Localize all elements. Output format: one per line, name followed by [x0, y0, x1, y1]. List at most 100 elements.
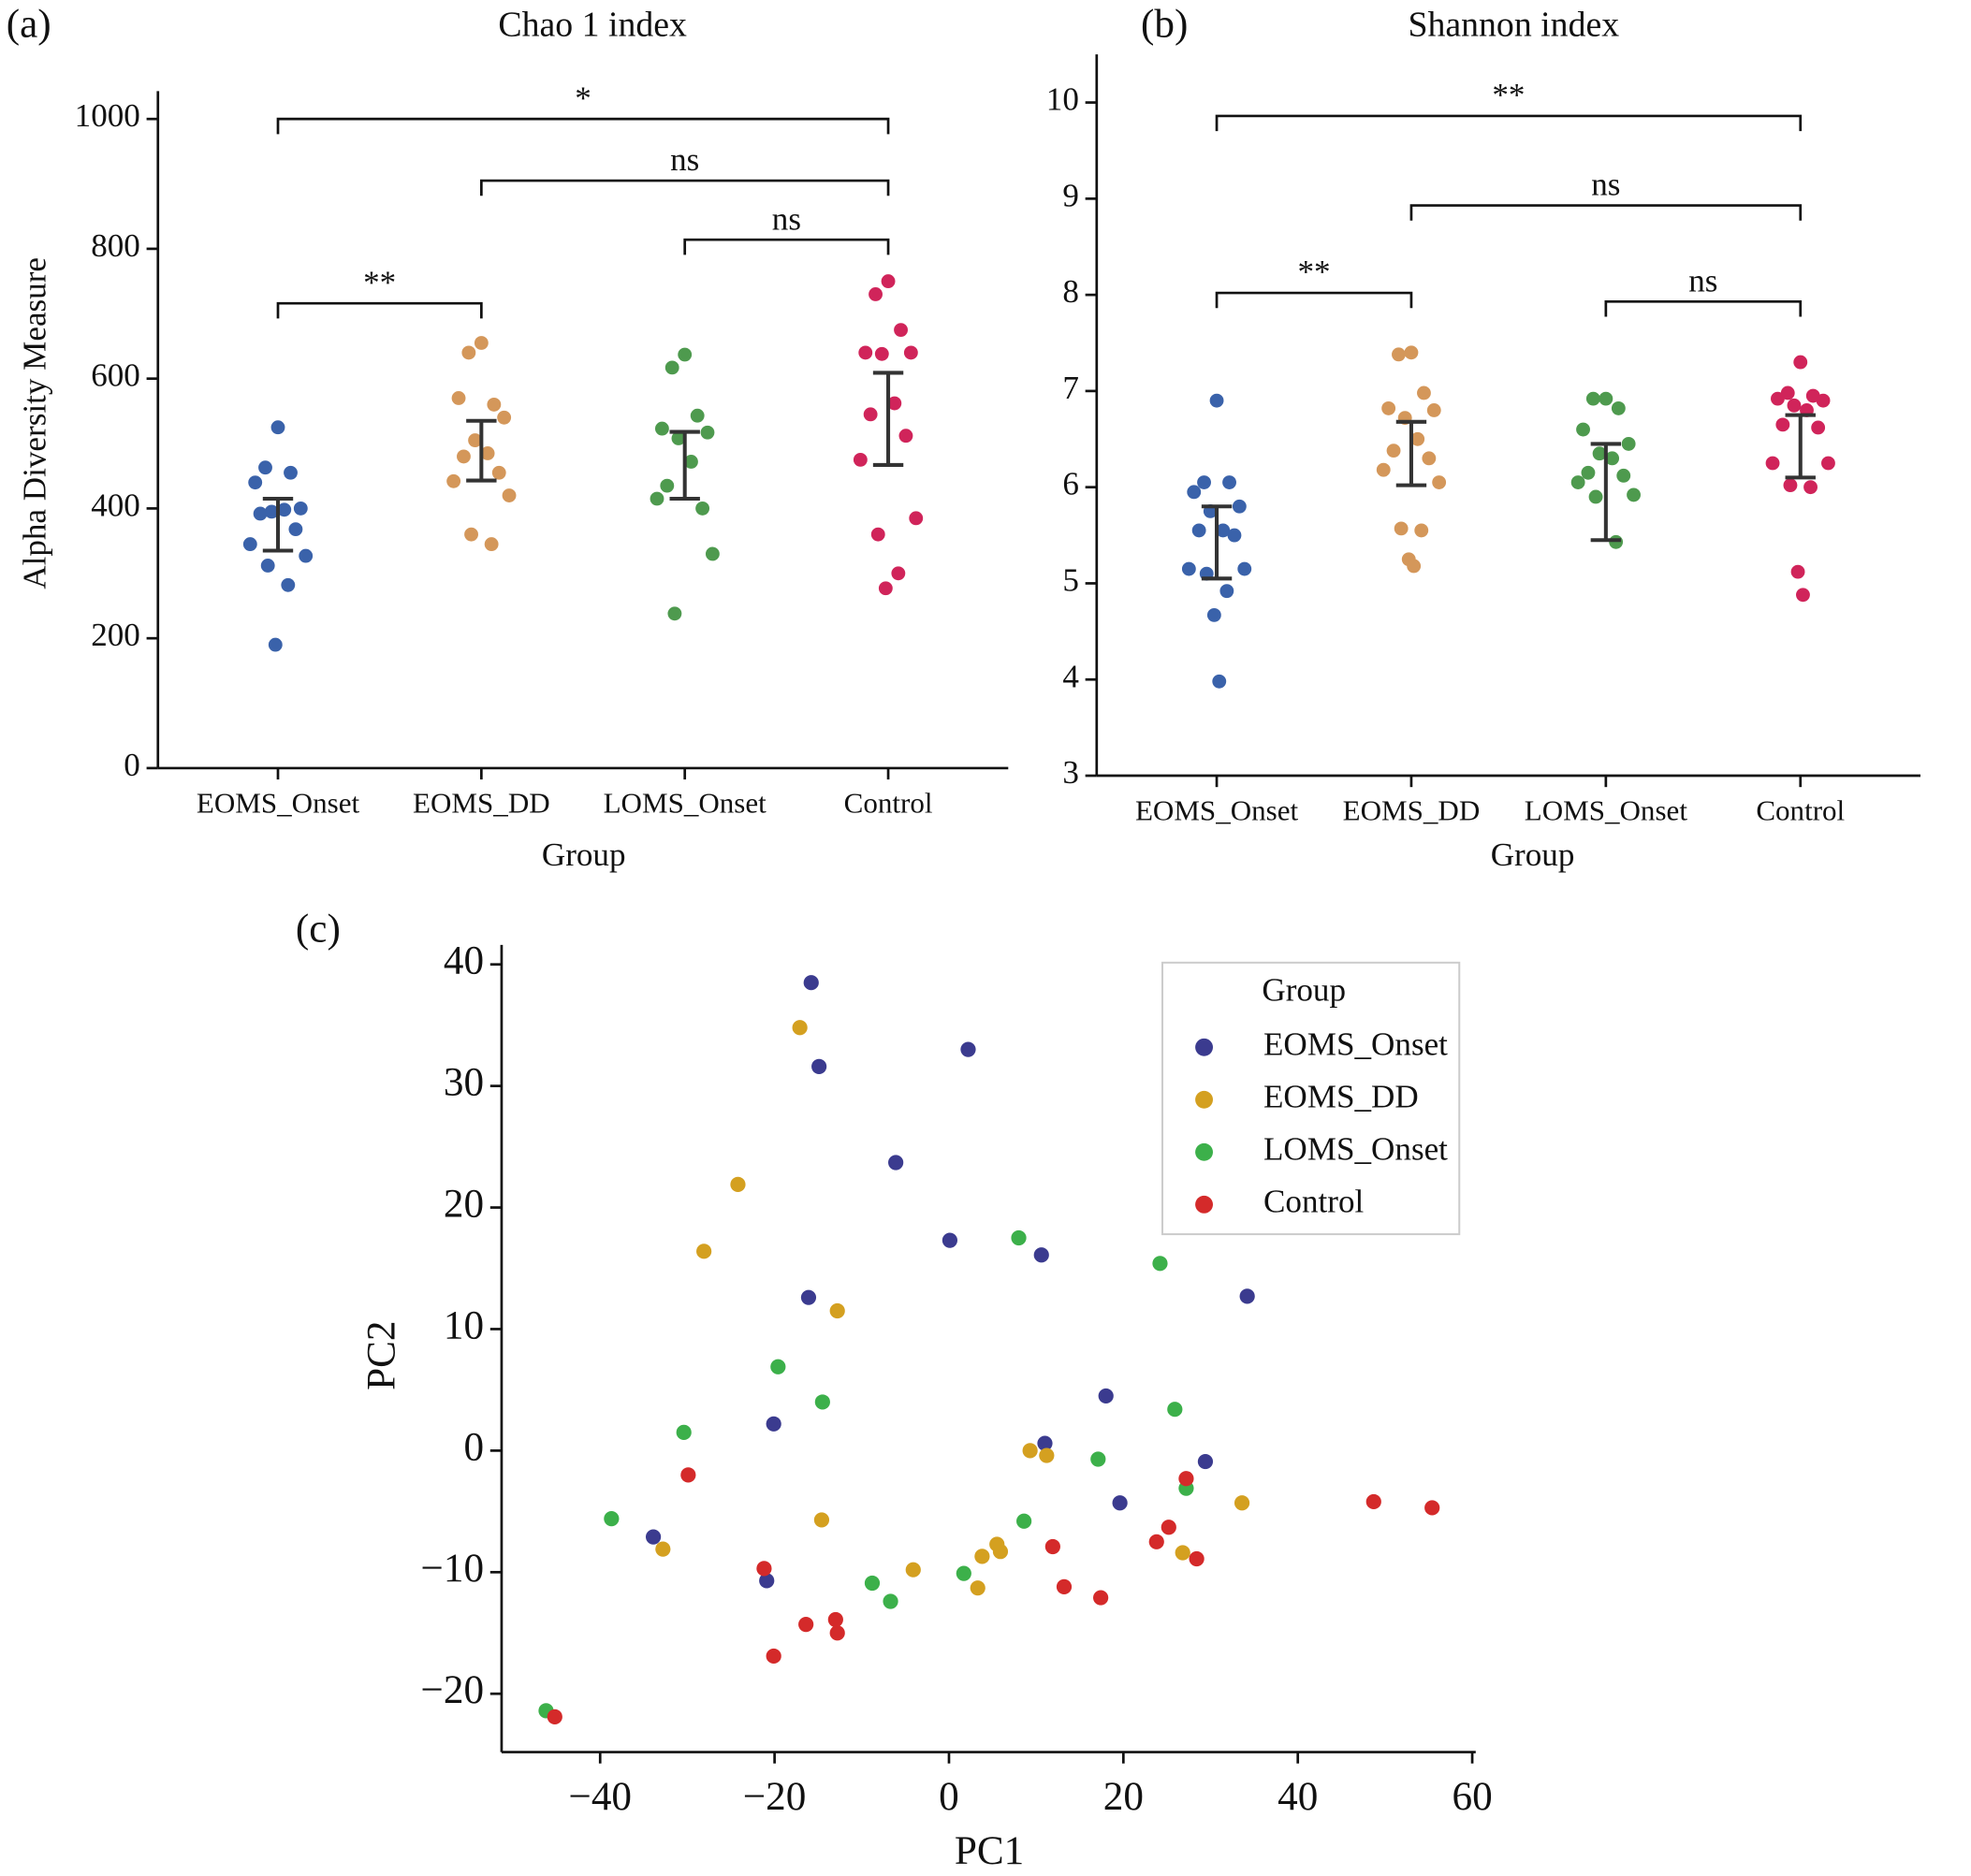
data-point	[654, 421, 669, 436]
y-tick-label: 0	[463, 1425, 484, 1469]
data-point	[1365, 1493, 1381, 1510]
data-point	[1234, 1495, 1250, 1511]
data-point	[874, 346, 889, 361]
data-point	[1621, 437, 1636, 451]
x-tick-label: EOMS_DD	[413, 787, 550, 820]
data-point	[660, 478, 675, 493]
data-point	[1581, 465, 1596, 480]
data-point	[1407, 559, 1422, 574]
data-point	[547, 1709, 562, 1724]
data-point	[288, 522, 303, 537]
significance-bracket	[1215, 114, 1803, 132]
data-point	[1016, 1513, 1032, 1529]
data-point	[1765, 456, 1780, 471]
data-point	[680, 1467, 696, 1483]
data-point	[1588, 489, 1603, 504]
data-point	[1209, 393, 1224, 408]
data-point	[1222, 475, 1236, 489]
data-point	[1790, 564, 1805, 579]
y-tick-label: 4	[1062, 658, 1079, 694]
data-point	[1432, 475, 1447, 489]
data-point	[829, 1625, 845, 1641]
data-point	[480, 446, 495, 460]
data-point	[1022, 1443, 1038, 1459]
data-point	[684, 455, 698, 469]
data-point	[502, 488, 517, 502]
data-point	[803, 975, 819, 991]
data-point	[1187, 485, 1202, 500]
panel-label: (b)	[1141, 3, 1188, 47]
y-tick-label: 800	[91, 227, 140, 264]
data-point	[1219, 584, 1234, 599]
y-tick-label: 3	[1062, 754, 1079, 791]
data-point	[903, 345, 918, 360]
data-point	[766, 1648, 781, 1665]
y-tick-label: 40	[444, 939, 484, 983]
data-point	[829, 1302, 845, 1319]
data-point	[1033, 1247, 1049, 1263]
data-point	[1175, 1545, 1190, 1561]
data-point	[905, 1562, 921, 1578]
data-point	[1216, 523, 1231, 538]
x-tick-label: 0	[939, 1775, 959, 1819]
significance-label: ns	[1688, 262, 1717, 298]
significance-label: **	[1492, 77, 1525, 113]
data-point	[1821, 456, 1835, 471]
data-point	[1212, 674, 1227, 689]
data-point	[1811, 420, 1826, 435]
significance-bracket	[1604, 299, 1803, 317]
data-point	[1239, 1288, 1255, 1304]
data-point	[1404, 345, 1419, 360]
error-bar	[466, 418, 497, 483]
data-point	[888, 1155, 904, 1171]
data-point	[1780, 385, 1795, 400]
data-point	[696, 1243, 712, 1259]
data-point	[1197, 1453, 1214, 1470]
data-point	[1605, 451, 1620, 466]
data-point	[1775, 417, 1790, 432]
data-point	[800, 1289, 817, 1305]
y-axis-label: Alpha Diversity Measure	[17, 257, 53, 589]
data-point	[853, 452, 868, 467]
data-point	[1167, 1402, 1183, 1418]
data-point	[645, 1529, 662, 1545]
x-tick-label: EOMS_Onset	[1135, 794, 1299, 827]
data-point	[864, 1575, 881, 1592]
data-point	[1093, 1590, 1109, 1606]
data-point	[1585, 391, 1600, 406]
data-point	[650, 491, 664, 506]
legend-marker	[1195, 1195, 1213, 1214]
data-point	[1414, 523, 1429, 538]
data-point	[1237, 561, 1252, 576]
data-point	[253, 506, 268, 521]
data-point	[451, 391, 466, 405]
significance-label: ns	[670, 141, 699, 178]
data-point	[1410, 431, 1425, 446]
data-point	[690, 408, 705, 423]
error-bar	[1395, 419, 1427, 487]
data-point	[497, 410, 512, 425]
y-tick-label: −20	[421, 1668, 485, 1712]
panel-label: (c)	[296, 907, 341, 951]
data-point	[1227, 528, 1242, 543]
data-point	[1599, 391, 1613, 406]
data-point	[1189, 1550, 1204, 1567]
data-point	[705, 546, 720, 561]
data-point	[1787, 398, 1802, 413]
significance-bracket	[276, 301, 483, 319]
data-point	[258, 460, 272, 475]
data-point	[667, 606, 682, 621]
data-point	[827, 1611, 843, 1628]
data-point	[284, 465, 298, 480]
error-bar	[872, 371, 904, 467]
x-axis-label: PC1	[955, 1829, 1024, 1873]
data-point	[858, 345, 873, 360]
data-point	[1392, 347, 1406, 362]
data-point	[756, 1561, 772, 1577]
y-tick-label: 9	[1062, 177, 1079, 213]
data-point	[457, 449, 471, 464]
data-point	[260, 559, 275, 573]
data-point	[883, 1593, 898, 1609]
